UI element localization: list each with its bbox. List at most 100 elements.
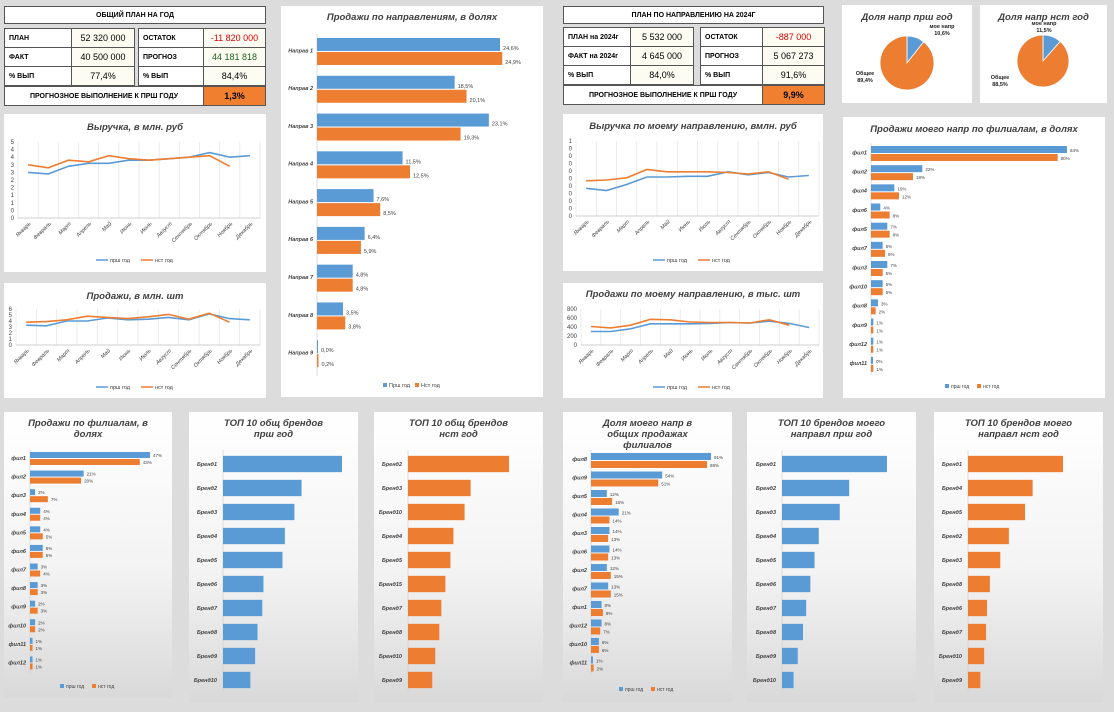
data-label: 9% (606, 611, 613, 616)
chart-title: ТОП 10 брендов моего направл нст год (964, 418, 1073, 440)
footer-label: ПРОГНОЗНОЕ ВЫПОЛНЕНИЕ К ПРШ ГОДУ (4, 86, 204, 106)
y-tick-label: 2 (11, 178, 15, 184)
x-tick-label: Март (58, 221, 73, 236)
x-tick-label: Май (101, 220, 114, 233)
legend-swatch-1 (415, 383, 419, 387)
data-label: 18% (916, 175, 925, 180)
y-tick-label: 0 (11, 208, 15, 214)
bar-0 (871, 222, 888, 230)
pie-label-value: 10,6% (934, 31, 950, 37)
data-label: 0% (876, 359, 883, 364)
bar-0 (317, 340, 318, 354)
plan-value: 52 320 000 (71, 28, 135, 48)
y-tick-label: 4 (11, 155, 15, 161)
category-label: Бренд10 (753, 678, 776, 684)
series-line-1 (27, 154, 231, 169)
bar (968, 479, 1033, 497)
bar (968, 623, 987, 641)
bar-0 (871, 280, 883, 288)
x-tick-label: Сентябрь (171, 221, 194, 244)
legend-label: прш год (66, 684, 84, 690)
legend-label: нст год (712, 385, 731, 391)
chart-title: Продажи по филиалам, в долях (28, 418, 148, 440)
data-label: 2% (879, 309, 886, 314)
category-label: фил3 (572, 530, 587, 537)
bar-1 (871, 230, 890, 238)
series-line-0 (590, 320, 810, 333)
y-tick-label: 1 (569, 139, 573, 145)
chart-title: Продажи по направлениям, в долях (326, 12, 498, 23)
data-label: 1% (876, 348, 883, 353)
category-label: Бренд2 (756, 486, 776, 492)
category-label: Бренд6 (756, 582, 777, 588)
bar-0 (317, 151, 403, 165)
data-label: 12% (610, 566, 619, 571)
category-label: Бренд1 (942, 462, 962, 468)
data-label: 5% (886, 282, 893, 287)
category-label: Направ 9 (288, 351, 314, 357)
bar-1 (317, 316, 346, 330)
bar-0 (317, 302, 344, 316)
x-tick-label: Апрель (633, 219, 651, 237)
bar-0 (30, 526, 41, 533)
legend-label: нст год (983, 384, 999, 390)
footer-label: ПРОГНОЗНОЕ ВЫПОЛНЕНИЕ К ПРШ ГОДУ (563, 85, 763, 105)
y-tick-label: 6 (9, 307, 13, 313)
x-tick-label: Декабрь (793, 219, 813, 239)
footer-value: 1,3% (203, 86, 266, 106)
category-label: фил10 (849, 283, 867, 290)
x-tick-label: Июль (700, 348, 714, 362)
bar-0 (30, 637, 33, 644)
chart-top10-my-prev: ТОП 10 брендов моего направл прш год Брен… (747, 412, 916, 702)
x-tick-label: Декабрь (234, 221, 254, 241)
data-label: 91% (714, 455, 723, 460)
y-tick-label: 0 (569, 184, 573, 190)
legend-swatch-1 (92, 684, 96, 688)
y-tick-label: 0 (569, 199, 573, 205)
legend-swatch-1 (651, 687, 655, 691)
category-label: Направ 3 (288, 124, 313, 130)
chart-title: Выручка по моему направлению, вмлн. руб (589, 121, 797, 132)
category-label: фил6 (11, 548, 27, 555)
pct-label: % ВЫП (4, 66, 72, 86)
category-label: Направ 2 (288, 86, 313, 92)
bar-1 (30, 607, 38, 614)
bar (782, 503, 840, 521)
data-label: 1% (596, 659, 603, 664)
y-tick-label: 0 (574, 343, 578, 349)
bar (782, 599, 807, 617)
category-label: фил9 (11, 604, 27, 611)
bar-1 (871, 211, 890, 219)
bar-1 (591, 664, 594, 672)
chart-branches: Продажи по филиалам, в долях фил1 47% 43% фи… (4, 412, 172, 698)
bar-1 (30, 644, 33, 651)
bar (782, 623, 803, 641)
bar (968, 551, 1001, 569)
rest-label: ОСТАТОК (700, 27, 763, 47)
bar-0 (871, 337, 874, 345)
data-label: 1% (876, 340, 883, 345)
legend-label: нст год (155, 258, 174, 264)
data-label: 3% (41, 590, 48, 595)
x-tick-label: Июль (698, 219, 712, 233)
bar-1 (871, 154, 1058, 161)
data-label: 3% (41, 609, 48, 614)
bar-0 (871, 184, 895, 192)
data-label: 19,3% (464, 136, 480, 142)
y-tick-label: 0 (569, 192, 573, 198)
data-label: 14% (612, 529, 621, 534)
category-label: Бренд6 (942, 606, 963, 612)
bar-1 (591, 646, 599, 653)
category-label: фил7 (852, 245, 868, 252)
category-label: Бренд9 (197, 654, 218, 660)
x-tick-label: Октябрь (193, 221, 214, 242)
bar-0 (30, 656, 33, 663)
pct2-value: 84,4% (203, 66, 266, 86)
bar-1 (591, 516, 610, 524)
data-label: 4% (43, 572, 50, 577)
bar-0 (30, 470, 84, 477)
bar-0 (591, 582, 609, 590)
data-label: 6,4% (368, 235, 381, 241)
category-label: Бренд9 (942, 678, 963, 684)
chart-title: ТОП 10 брендов моего направл прш год (777, 418, 886, 440)
